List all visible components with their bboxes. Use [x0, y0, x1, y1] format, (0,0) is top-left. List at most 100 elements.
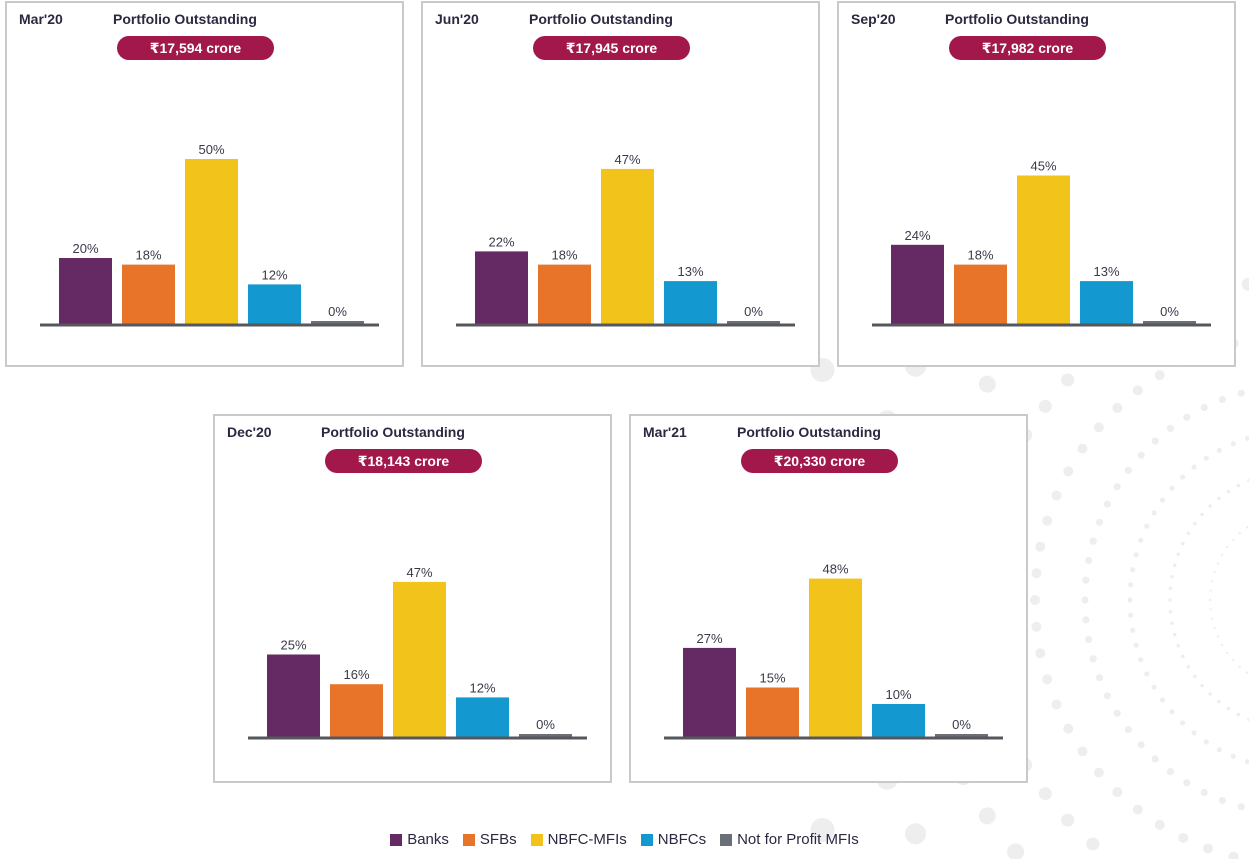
- legend-swatch: [640, 833, 653, 846]
- decor-dot: [1038, 787, 1052, 801]
- decor-dot: [1159, 697, 1166, 703]
- data-label-nbfcs: 10%: [885, 687, 911, 702]
- bar-not-for-profit-mfis: [519, 734, 572, 737]
- bar-sfbs: [330, 684, 383, 737]
- decor-dot: [1208, 598, 1212, 602]
- data-label-not-for-profit-mfis: 0%: [744, 304, 763, 319]
- decor-dot: [1138, 537, 1144, 543]
- legend-item-sfbs: SFBs: [462, 831, 517, 848]
- decor-dot: [1144, 671, 1150, 677]
- decor-dot: [1228, 851, 1239, 859]
- decor-dot: [1112, 787, 1123, 798]
- decor-dot: [1085, 556, 1093, 565]
- data-label-banks: 27%: [696, 631, 722, 646]
- panel-title: Portfolio Outstanding: [529, 11, 673, 27]
- decor-dot: [1113, 709, 1121, 717]
- bar-nbfcs: [1080, 281, 1133, 324]
- decor-dot: [1030, 595, 1040, 605]
- decor-dot: [1216, 562, 1220, 565]
- decor-dot: [978, 807, 996, 825]
- decor-dot: [1186, 531, 1191, 536]
- decor-dot: [1209, 589, 1212, 592]
- bar-chart: 25% 16% 47% 12% 0%: [248, 565, 587, 740]
- decor-dot: [1089, 655, 1097, 663]
- decor-dot: [1216, 635, 1220, 638]
- bar-banks: [267, 654, 320, 737]
- decor-dot: [1082, 616, 1090, 624]
- decor-dot: [1085, 635, 1093, 644]
- decor-dot: [1051, 699, 1062, 710]
- data-label-nbfcs: 13%: [677, 264, 703, 279]
- data-label-nbfcs: 12%: [261, 267, 287, 282]
- decor-dot: [978, 375, 996, 393]
- legend-swatch: [720, 833, 733, 846]
- decor-dot: [1176, 643, 1181, 648]
- decor-dot: [1241, 277, 1249, 291]
- chart-panel-jun20: Jun'20 Portfolio Outstanding ₹17,945 cro…: [421, 1, 820, 367]
- decor-dot: [1213, 626, 1216, 629]
- data-label-nbfc-mfis: 48%: [822, 562, 848, 577]
- data-label-sfbs: 18%: [551, 248, 577, 263]
- decor-dot: [1226, 706, 1231, 711]
- bar-chart: 27% 15% 48% 10% 0%: [664, 562, 1003, 740]
- decor-dot: [1191, 730, 1197, 736]
- decor-dot: [1193, 674, 1197, 679]
- decor-dot: [1103, 692, 1112, 700]
- decor-dot: [1210, 617, 1214, 620]
- portfolio-value-badge: ₹17,945 crore: [533, 36, 690, 60]
- data-label-banks: 20%: [72, 241, 98, 256]
- decor-dot: [905, 823, 926, 845]
- decor-dot: [1203, 843, 1213, 854]
- chart-panel-sep20: Sep'20 Portfolio Outstanding ₹17,982 cro…: [837, 1, 1236, 367]
- data-label-nbfc-mfis: 45%: [1030, 159, 1056, 174]
- decor-dot: [1166, 768, 1174, 776]
- decor-dot: [1151, 684, 1157, 690]
- decor-dot: [1179, 720, 1186, 726]
- bar-not-for-profit-mfis: [727, 321, 780, 324]
- decor-dot: [1169, 485, 1175, 491]
- decor-dot: [1038, 399, 1052, 413]
- decor-dot: [1159, 497, 1166, 503]
- legend-label: NBFCs: [657, 831, 707, 848]
- decor-dot: [810, 818, 835, 842]
- decor-dot: [1200, 788, 1208, 797]
- decor-dot: [1137, 451, 1145, 459]
- bar-sfbs: [538, 264, 591, 324]
- bar-banks: [475, 251, 528, 324]
- decor-dot: [1210, 580, 1214, 583]
- decor-dot: [1031, 621, 1042, 632]
- decor-dot: [1245, 526, 1249, 529]
- decor-dot: [1238, 531, 1242, 535]
- decor-dot: [1216, 447, 1222, 453]
- legend-item-not-for-profit-mfis: Not for Profit MFIs: [720, 831, 859, 848]
- decor-dot: [1042, 674, 1053, 685]
- bar-not-for-profit-mfis: [1143, 321, 1196, 324]
- bar-sfbs: [954, 264, 1007, 324]
- legend-swatch: [390, 833, 403, 846]
- bar-nbfcs: [248, 284, 301, 324]
- decor-dot: [1112, 402, 1123, 413]
- decor-dot: [1138, 657, 1144, 663]
- decor-dot: [1031, 568, 1042, 579]
- data-label-not-for-profit-mfis: 0%: [952, 717, 971, 732]
- bar-banks: [891, 244, 944, 324]
- decor-dot: [1216, 747, 1222, 753]
- data-label-sfbs: 18%: [967, 248, 993, 263]
- period-label: Mar'20: [19, 11, 63, 27]
- decor-dot: [1226, 651, 1229, 655]
- data-label-not-for-profit-mfis: 0%: [1160, 304, 1179, 319]
- decor-dot: [1093, 767, 1104, 778]
- decor-dot: [1226, 489, 1231, 494]
- decor-dot: [1178, 832, 1189, 843]
- chart-legend: Banks SFBs NBFC-MFIs NBFCs Not for Profi…: [0, 831, 1249, 848]
- decor-dot: [1170, 621, 1174, 625]
- data-label-banks: 24%: [904, 228, 930, 243]
- decor-dot: [1035, 541, 1046, 552]
- decor-dot: [1154, 819, 1165, 830]
- decor-dot: [1172, 632, 1177, 637]
- decor-dot: [1151, 437, 1159, 445]
- legend-item-nbfcs: NBFCs: [640, 831, 707, 848]
- decor-dot: [1130, 627, 1136, 634]
- bar-nbfc-mfis: [185, 159, 238, 324]
- decor-dot: [1081, 596, 1089, 604]
